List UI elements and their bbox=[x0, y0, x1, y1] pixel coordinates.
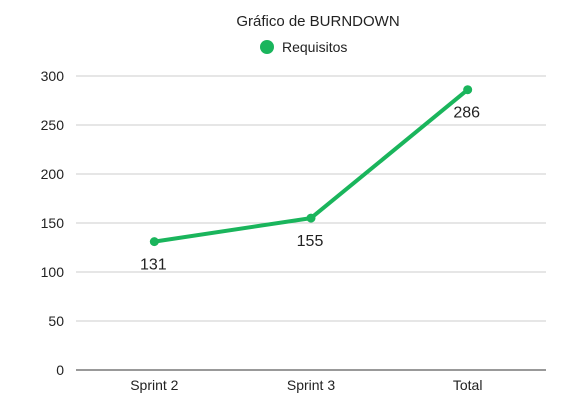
data-label: 131 bbox=[140, 257, 167, 274]
grid-layer bbox=[76, 75, 546, 322]
chart-title: Gráfico de BURNDOWN bbox=[236, 13, 399, 30]
y-tick-label: 0 bbox=[56, 362, 64, 378]
data-label: 286 bbox=[453, 105, 480, 122]
data-point bbox=[463, 85, 473, 95]
legend: Requisitos bbox=[260, 39, 347, 55]
x-axis-ticks: Sprint 2 Sprint 3 Total bbox=[130, 377, 482, 393]
y-tick-label: 250 bbox=[41, 117, 65, 133]
y-tick-label: 150 bbox=[41, 215, 65, 231]
data-point bbox=[306, 213, 316, 223]
series-requisitos: 131 155 286 bbox=[140, 85, 480, 274]
y-tick-label: 200 bbox=[41, 166, 65, 182]
x-tick-label: Sprint 3 bbox=[287, 377, 335, 393]
data-label: 155 bbox=[297, 233, 324, 250]
y-axis-ticks: 0 50 100 150 200 250 300 bbox=[41, 68, 65, 378]
legend-label-requisitos: Requisitos bbox=[282, 39, 347, 55]
x-tick-label: Total bbox=[453, 377, 483, 393]
x-tick-label: Sprint 2 bbox=[130, 377, 178, 393]
legend-marker-requisitos bbox=[260, 40, 274, 54]
y-tick-label: 100 bbox=[41, 264, 65, 280]
y-tick-label: 50 bbox=[48, 313, 64, 329]
y-tick-label: 300 bbox=[41, 68, 65, 84]
data-point bbox=[149, 237, 159, 247]
